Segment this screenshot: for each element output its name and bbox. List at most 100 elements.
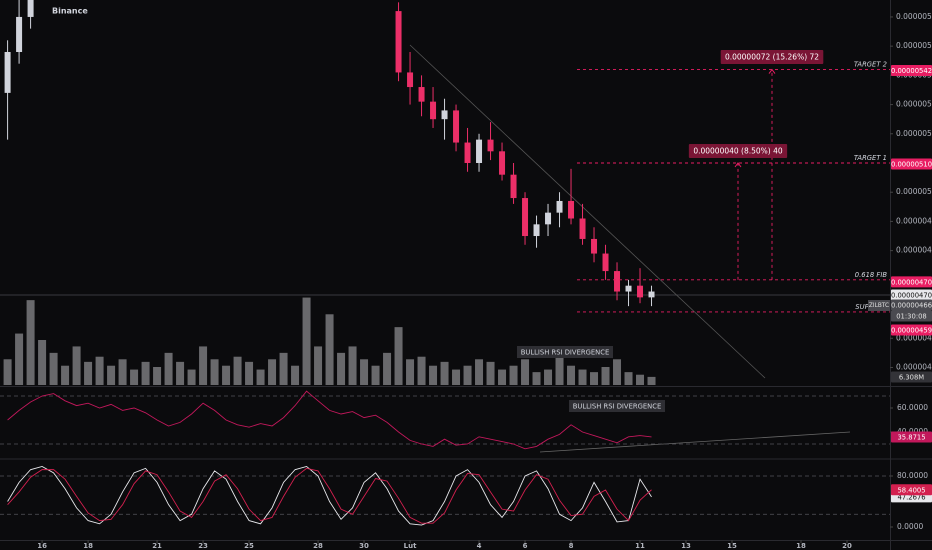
level-tag: 0.00000542 bbox=[891, 67, 932, 75]
volume-bar bbox=[302, 297, 311, 385]
volume-bar bbox=[222, 365, 231, 385]
volume-bar bbox=[256, 369, 265, 385]
countdown-tag-box bbox=[891, 310, 932, 322]
volume-bar bbox=[130, 369, 139, 385]
volume-bar bbox=[463, 365, 472, 385]
x-tick-label: 18 bbox=[796, 542, 806, 550]
x-tick-label: 8 bbox=[569, 542, 574, 550]
volume-bar bbox=[3, 359, 12, 385]
volume-bar bbox=[417, 356, 426, 385]
candle-body bbox=[407, 72, 414, 88]
y-tick-label: 0.00000480 bbox=[896, 246, 932, 255]
candle-body bbox=[487, 139, 494, 152]
series-line bbox=[7, 390, 652, 450]
x-tick-label: 25 bbox=[244, 542, 254, 550]
volume-bar bbox=[199, 346, 208, 385]
candle-body bbox=[476, 139, 483, 163]
level-label: 0.618 FIB bbox=[855, 271, 888, 279]
volume-bar bbox=[61, 365, 70, 385]
y-tick-label: 0.00000490 bbox=[896, 216, 932, 225]
volume-bar bbox=[210, 359, 219, 385]
level-tag-box bbox=[891, 276, 932, 288]
stoch-pane bbox=[0, 465, 890, 526]
volume-bar bbox=[15, 333, 24, 385]
x-tick-label: 18 bbox=[83, 542, 93, 550]
candle-body bbox=[418, 87, 425, 102]
last-value-tag-box bbox=[891, 484, 932, 496]
measure-arrow bbox=[734, 162, 742, 168]
candle-body bbox=[637, 285, 644, 298]
candle-body bbox=[533, 224, 540, 237]
volume-bar bbox=[371, 365, 380, 385]
candle-body bbox=[453, 110, 460, 143]
y-tick-label: 0.00000530 bbox=[896, 100, 932, 109]
candle-body bbox=[4, 51, 11, 93]
candle-body bbox=[614, 271, 621, 292]
annotation-box bbox=[569, 400, 665, 412]
volume-bar bbox=[452, 369, 461, 385]
divergence-line bbox=[539, 431, 851, 453]
x-tick-label: 28 bbox=[313, 542, 323, 550]
annotation: BULLISH RSI DIVERGENCE bbox=[521, 349, 610, 357]
volume-bar bbox=[406, 359, 415, 385]
volume-bar bbox=[84, 361, 93, 385]
volume-bar bbox=[555, 352, 564, 385]
volume-bar bbox=[521, 359, 530, 385]
candle-body bbox=[499, 151, 506, 175]
level-tag-box bbox=[891, 324, 932, 336]
volume-bar bbox=[176, 361, 185, 385]
last-value-tag: 47.2676 bbox=[897, 493, 925, 501]
volume-bar bbox=[348, 346, 357, 385]
candle-body bbox=[522, 198, 529, 237]
candle-body bbox=[430, 101, 437, 120]
volume-tag-box bbox=[891, 371, 932, 383]
x-tick-label: 16 bbox=[37, 542, 47, 550]
y-tick-label: 0.00000550 bbox=[896, 41, 932, 50]
volume-bar bbox=[567, 365, 576, 385]
countdown-tag: 01:30:08 bbox=[896, 313, 927, 321]
candle-body bbox=[556, 200, 563, 213]
symbol: ZILBTC bbox=[869, 303, 889, 309]
volume-bar bbox=[636, 374, 645, 385]
x-tick-label: 21 bbox=[152, 542, 162, 550]
candle-body bbox=[579, 218, 586, 239]
last-price-tag: 0.00000466 bbox=[891, 302, 932, 310]
volume-bar bbox=[245, 361, 254, 385]
candle-body bbox=[545, 212, 552, 225]
volume-bar bbox=[38, 340, 47, 385]
volume-bar bbox=[153, 367, 162, 385]
x-tick-label: Lut bbox=[404, 542, 417, 550]
x-tick-label: 13 bbox=[681, 542, 691, 550]
candle-body bbox=[568, 200, 575, 219]
price-tag-box bbox=[891, 289, 932, 301]
measure-box bbox=[720, 50, 824, 64]
axes: 16 18 21 23 25 28 30 Lut 4 6 8 11 13 15 18 20 0.00000560… bbox=[37, 12, 932, 550]
volume-bar bbox=[578, 369, 587, 385]
level-tag: 0.00000459 bbox=[891, 326, 932, 334]
volume-bar bbox=[624, 372, 633, 385]
last-value-tag-box bbox=[891, 431, 932, 443]
y-tick-label: 0.00000560 bbox=[896, 12, 932, 21]
volume-bar bbox=[95, 356, 104, 385]
price-pane bbox=[3, 0, 890, 385]
candle-body bbox=[27, 0, 34, 17]
volume-bar bbox=[601, 367, 610, 385]
rsi-pane bbox=[0, 390, 890, 450]
last-price-tag-box bbox=[891, 299, 932, 311]
candle-body bbox=[648, 291, 655, 298]
volume-bar bbox=[532, 372, 541, 385]
volume-bar bbox=[475, 359, 484, 385]
volume-bar bbox=[429, 365, 438, 385]
volume-bar bbox=[337, 352, 346, 385]
measure-arrow bbox=[768, 68, 776, 74]
x-tick-label: 11 bbox=[635, 542, 645, 550]
y-tick-label: 0.00000520 bbox=[896, 129, 932, 138]
series-line bbox=[7, 467, 652, 524]
symbol-box bbox=[868, 300, 890, 311]
volume-bar bbox=[325, 314, 334, 385]
y-tick-label: 0.00000500 bbox=[896, 187, 932, 196]
volume-bar bbox=[164, 352, 173, 385]
trend-line bbox=[409, 44, 766, 379]
